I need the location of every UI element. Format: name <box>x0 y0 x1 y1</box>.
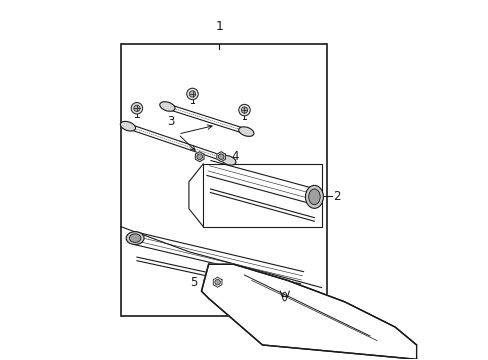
Bar <box>121 44 326 316</box>
Polygon shape <box>216 152 225 162</box>
Circle shape <box>186 88 198 100</box>
Circle shape <box>131 103 142 114</box>
Polygon shape <box>195 152 203 162</box>
Ellipse shape <box>220 156 236 165</box>
Circle shape <box>197 154 202 159</box>
Text: 5: 5 <box>190 276 198 289</box>
Circle shape <box>214 279 220 285</box>
Ellipse shape <box>160 102 175 111</box>
Ellipse shape <box>120 121 135 131</box>
Ellipse shape <box>129 234 141 242</box>
Text: 2: 2 <box>333 190 340 203</box>
Bar <box>203 164 321 226</box>
Circle shape <box>189 91 195 97</box>
Circle shape <box>241 107 247 113</box>
Text: 4: 4 <box>231 150 238 163</box>
Polygon shape <box>213 277 222 287</box>
Circle shape <box>238 104 250 116</box>
Ellipse shape <box>308 189 320 205</box>
Text: 3: 3 <box>167 115 174 128</box>
Circle shape <box>218 154 224 159</box>
Text: 1: 1 <box>215 20 223 33</box>
Ellipse shape <box>238 127 253 136</box>
Ellipse shape <box>126 231 144 244</box>
Polygon shape <box>201 264 416 359</box>
Circle shape <box>134 105 140 112</box>
Ellipse shape <box>305 185 323 208</box>
